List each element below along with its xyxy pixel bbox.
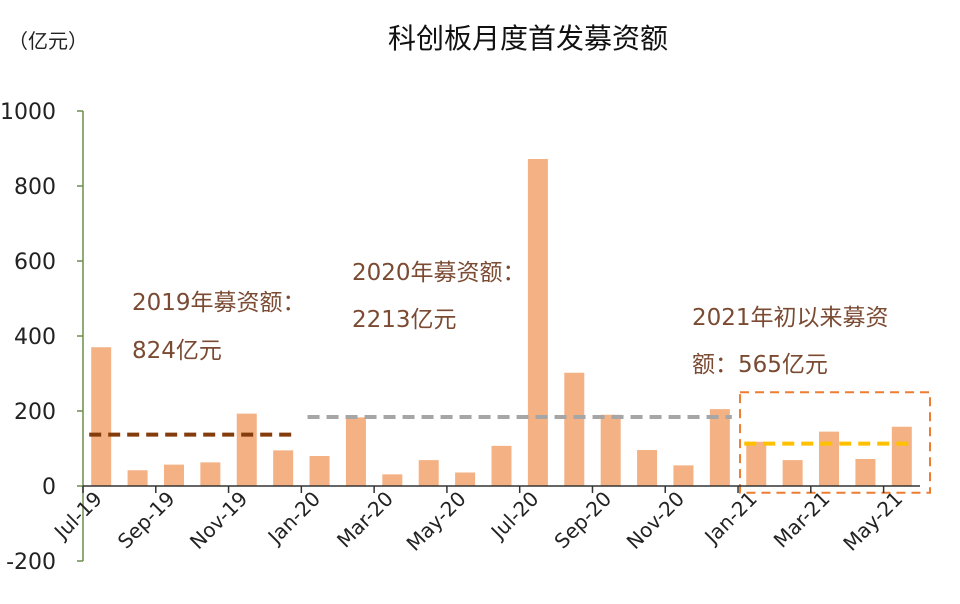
- bar-Oct-20: [637, 450, 658, 486]
- y-tick-label: 800: [14, 175, 56, 200]
- bar-Oct-19: [200, 462, 221, 486]
- bar-Aug-20: [564, 372, 585, 486]
- bar-Jul-20: [527, 159, 548, 486]
- y-axis-unit-label: （亿元）: [8, 29, 88, 53]
- bar-Mar-21: [819, 431, 840, 486]
- x-tick-label: Mar-20: [332, 487, 398, 553]
- bar-Aug-19: [127, 470, 148, 486]
- bar-Sep-19: [163, 464, 184, 486]
- x-tick-label: Jul-19: [48, 487, 107, 546]
- annotation-2019-line1: 2019年募资额：: [132, 290, 306, 316]
- annotation-2020-line1: 2020年募资额：: [352, 260, 526, 286]
- y-tick-label: 0: [42, 475, 56, 500]
- bar-Nov-20: [673, 465, 694, 486]
- bar-Mar-20: [382, 474, 403, 486]
- y-tick-label: 1000: [0, 100, 56, 125]
- y-tick-label: 400: [14, 325, 56, 350]
- bar-Nov-19: [236, 413, 257, 486]
- annotation-2020-line2: 2213亿元: [352, 307, 457, 333]
- y-tick-label: 200: [14, 400, 56, 425]
- bar-Dec-20: [709, 409, 730, 486]
- bar-May-20: [455, 472, 476, 486]
- average-lines: [89, 415, 914, 446]
- bar-Feb-20: [345, 417, 366, 486]
- annotation-2021-line1: 2021年初以来募资: [692, 305, 889, 331]
- x-tick-label: Nov-20: [622, 487, 689, 554]
- annotation-2019-line2: 824亿元: [132, 338, 222, 364]
- x-tick-label: Sep-20: [549, 487, 616, 554]
- annotation-2019: 2019年募资额： 824亿元: [132, 290, 306, 364]
- x-axis-ticks: Jul-19 Sep-19 Nov-19 Jan-20 Mar-20 May-20 Jul-…: [48, 486, 907, 556]
- x-tick-label: Jul-20: [485, 487, 544, 546]
- bar-Apr-21: [855, 459, 876, 486]
- chart-title: 科创板月度首发募资额: [388, 22, 668, 55]
- bar-May-21: [891, 426, 912, 486]
- bar-Sep-20: [600, 414, 621, 486]
- bar-Jan-21: [746, 441, 767, 486]
- bar-Jun-20: [491, 445, 512, 486]
- highlight-box-2021: [739, 391, 931, 494]
- bar-Feb-21: [782, 460, 803, 486]
- x-tick-label: Mar-21: [769, 487, 835, 553]
- y-tick-label: -200: [6, 550, 56, 575]
- x-tick-label: Jan-20: [262, 487, 325, 550]
- bar-series: [91, 159, 912, 486]
- annotation-2020: 2020年募资额： 2213亿元: [352, 260, 526, 333]
- annotation-2021-line2: 额：565亿元: [692, 352, 828, 378]
- y-axis-ticks: 1000 800 600 400 200 0 -200: [0, 100, 83, 575]
- x-tick-label: Nov-19: [185, 487, 252, 554]
- annotation-2021: 2021年初以来募资 额：565亿元: [692, 305, 889, 378]
- x-tick-label: May-20: [402, 487, 471, 556]
- bar-Apr-20: [418, 460, 439, 486]
- bar-Jan-20: [309, 456, 330, 486]
- y-tick-label: 600: [14, 250, 56, 275]
- x-tick-label: Sep-19: [113, 487, 180, 554]
- bar-Jul-19: [91, 347, 112, 486]
- x-tick-label: Jan-21: [698, 487, 761, 550]
- x-tick-label: May-21: [838, 487, 907, 556]
- bar-Dec-19: [273, 450, 294, 486]
